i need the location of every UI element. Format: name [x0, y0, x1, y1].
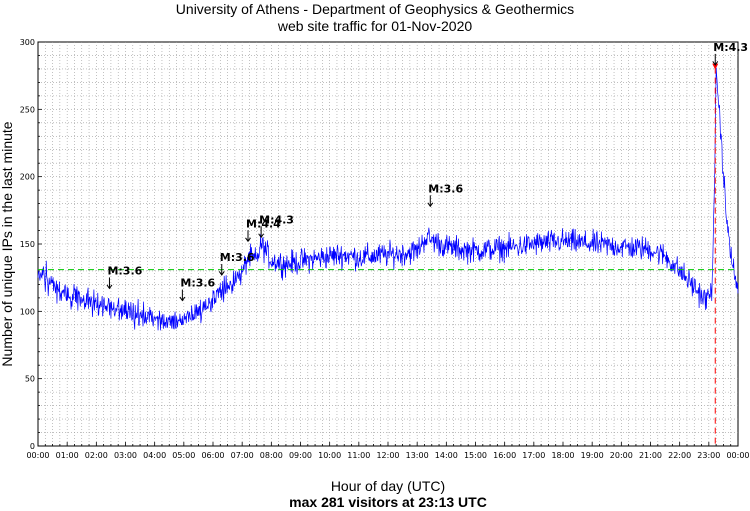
x-tick-label: 07:00	[231, 451, 254, 460]
y-tick-label: 0	[30, 442, 35, 451]
y-tick-label: 300	[20, 38, 35, 47]
y-tick-label: 150	[20, 240, 35, 249]
magnitude-arrowhead	[427, 202, 434, 208]
x-tick-label: 21:00	[639, 451, 662, 460]
x-tick-label: 15:00	[464, 451, 487, 460]
y-tick-label: 200	[20, 173, 35, 182]
magnitude-label: M:4.3	[713, 41, 748, 54]
series-line	[37, 67, 739, 331]
x-tick-label: 05:00	[172, 451, 195, 460]
magnitude-label: M:3.6	[180, 277, 215, 290]
magnitude-label: M:4.4	[246, 217, 281, 230]
chart-subtitle: web site traffic for 01-Nov-2020	[277, 18, 472, 34]
y-tick-label: 250	[20, 105, 35, 114]
series-layer	[37, 67, 739, 331]
x-tick-label: 00:00	[26, 451, 49, 460]
magnitude-arrowhead	[218, 271, 225, 276]
magnitude-label: M:4.3	[259, 213, 294, 226]
x-tick-label: 14:00	[435, 451, 458, 460]
x-tick-label: 00:00	[726, 451, 749, 460]
magnitude-label: M:3.6	[107, 264, 142, 277]
x-tick-label: 11:00	[347, 451, 370, 460]
y-tick-label: 50	[25, 375, 35, 384]
x-tick-label: 17:00	[522, 451, 545, 460]
x-axis-label: Hour of day (UTC)	[331, 478, 445, 494]
x-tick-label: 04:00	[143, 451, 166, 460]
x-tick-label: 06:00	[201, 451, 224, 460]
magnitude-arrowhead	[245, 237, 251, 243]
magnitude-label: M:3.6	[428, 182, 463, 195]
x-tick-label: 19:00	[581, 451, 604, 460]
magnitude-arrowhead	[712, 61, 719, 66]
annotation-layer: M:3.6M:3.6M:3.6M:4.4M:4.3M:3.6M:4.3	[106, 41, 748, 302]
x-tick-label: 23:00	[697, 451, 720, 460]
tick-layer: 00:00 01:00 02:00 03:00 04:00 05:00 06:00 07:00…	[20, 38, 750, 460]
x-tick-label: 01:00	[56, 451, 79, 460]
x-tick-label: 08:00	[260, 451, 283, 460]
magnitude-arrowhead	[179, 296, 186, 302]
x-tick-label: 12:00	[376, 451, 399, 460]
y-tick-label: 100	[20, 307, 35, 316]
x-tick-label: 13:00	[406, 451, 429, 460]
chart-title: University of Athens - Department of Geo…	[176, 1, 574, 17]
y-axis-label: Number of unique IPs in the last minute	[0, 121, 15, 366]
x-tick-label: 02:00	[85, 451, 108, 460]
max-marker-arrow	[712, 63, 719, 70]
grid-layer	[38, 42, 738, 446]
magnitude-arrowhead	[258, 233, 265, 239]
x-tick-label: 18:00	[551, 451, 574, 460]
x-tick-label: 09:00	[289, 451, 312, 460]
x-tick-label: 16:00	[493, 451, 516, 460]
x-tick-label: 03:00	[114, 451, 137, 460]
chart-footer: max 281 visitors at 23:13 UTC	[289, 494, 487, 510]
x-tick-label: 20:00	[610, 451, 633, 460]
x-tick-label: 22:00	[668, 451, 691, 460]
magnitude-arrowhead	[106, 284, 113, 290]
x-tick-label: 10:00	[318, 451, 341, 460]
reference-layer	[38, 63, 738, 446]
magnitude-label: M:3.6	[220, 251, 255, 264]
plot-area: 00:00 01:00 02:00 03:00 04:00 05:00 06:00 07:00…	[20, 38, 750, 460]
